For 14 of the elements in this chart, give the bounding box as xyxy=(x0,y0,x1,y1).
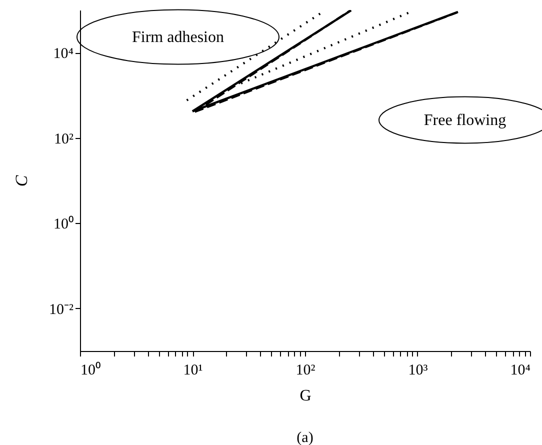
text: (a) xyxy=(296,430,314,445)
x-tick-label: 10³ xyxy=(408,362,428,378)
y-tick-label: 10⁻² xyxy=(49,302,74,318)
annotation: Firm adhesion xyxy=(132,29,224,46)
y-tick-label: 10⁴ xyxy=(53,46,74,62)
y-tick-label: 10² xyxy=(54,131,74,148)
x-tick-label: 10⁴ xyxy=(510,362,530,378)
annotation: Free flowing xyxy=(424,112,506,129)
x-tick-label: 10¹ xyxy=(183,362,203,378)
y-axis-title: C xyxy=(12,174,32,187)
x-tick-label: 10⁰ xyxy=(80,362,100,378)
y-tick-label: 10⁰ xyxy=(54,216,74,233)
x-axis-title: G xyxy=(300,388,312,404)
x-tick-label: 10² xyxy=(296,362,316,378)
